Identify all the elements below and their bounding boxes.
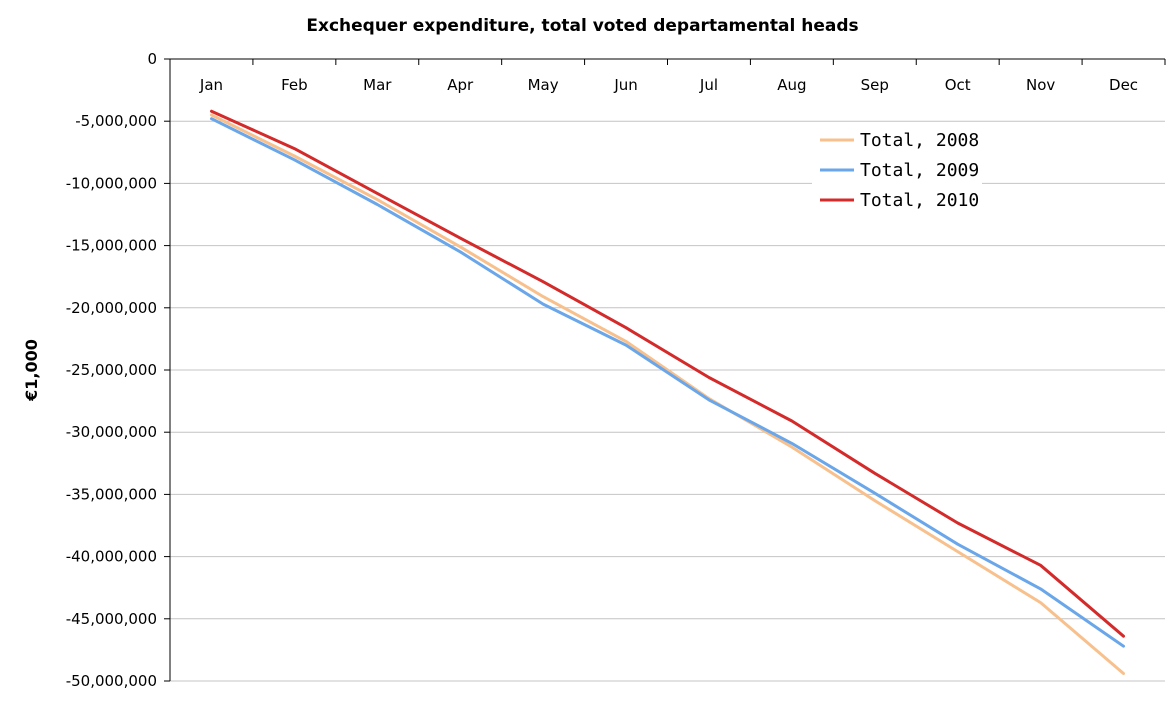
y-tick-label: -45,000,000 [66,610,157,628]
y-tick-label: -50,000,000 [66,672,157,690]
series-line [210,113,1125,675]
x-tick-label: Aug [777,76,806,94]
x-tick-label: Oct [945,76,971,94]
y-axis-label: €1,000 [22,339,41,402]
y-tick-label: -35,000,000 [66,485,157,503]
y-tick-label: -5,000,000 [75,112,157,130]
legend-label: Total, 2009 [860,160,979,181]
x-tick-label: Jul [699,76,718,94]
x-tick-label: Mar [363,76,392,94]
axes [164,58,1166,682]
legend-label: Total, 2010 [860,190,979,211]
x-tick-label: Jun [613,76,637,94]
series-line [210,109,1125,638]
y-tick-labels: 0 -5,000,000 -10,000,000 -15,000,000 -20,000… [66,50,157,690]
x-tick-label: Feb [281,76,308,94]
x-tick-label: Sep [861,76,889,94]
y-tick-label: -10,000,000 [66,174,157,192]
y-tick-label: -15,000,000 [66,237,157,255]
y-tick-label: 0 [147,50,157,68]
x-tick-label: Dec [1109,76,1138,94]
series-lines [210,109,1125,675]
series-line [210,117,1125,648]
x-tick-label: May [528,76,559,94]
x-tick-label: Apr [447,76,474,94]
y-tick-label: -25,000,000 [66,361,157,379]
gridlines [170,120,1165,682]
legend-label: Total, 2008 [860,130,979,151]
x-tick-label: Jan [199,76,223,94]
y-tick-label: -40,000,000 [66,548,157,566]
chart-title: Exchequer expenditure, total voted depar… [306,16,859,36]
legend: Total, 2008 Total, 2009 Total, 2010 [812,126,982,216]
x-tick-label: Nov [1026,76,1055,94]
y-tick-label: -20,000,000 [66,299,157,317]
x-tick-labels: Jan Feb Mar Apr May Jun Jul Aug Sep Oct Nov Dec [199,76,1138,94]
y-tick-label: -30,000,000 [66,423,157,441]
